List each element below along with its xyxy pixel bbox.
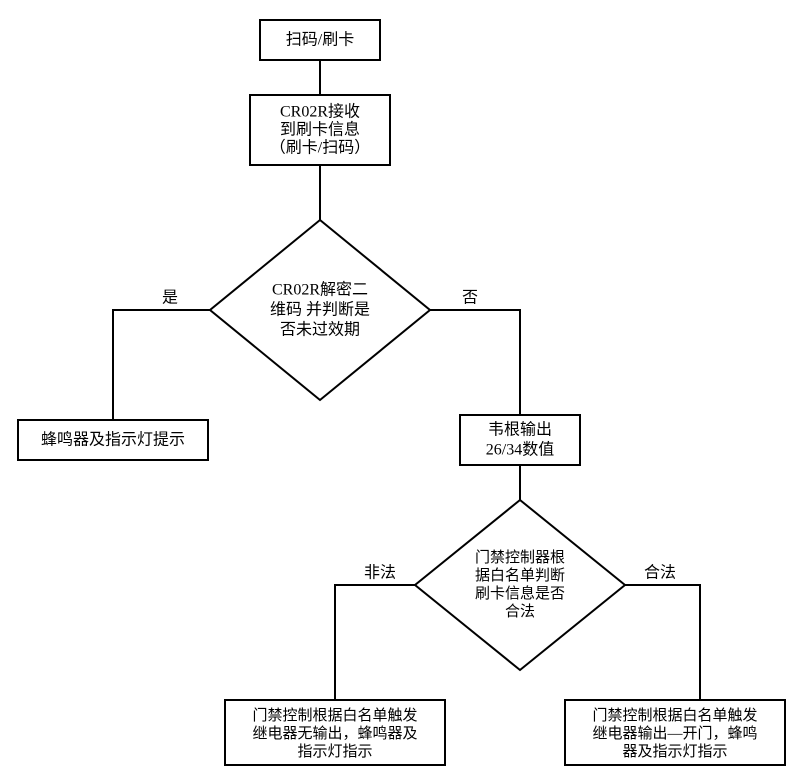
node-decrypt-line2: 维码 并判断是 — [270, 301, 370, 319]
edge-decrypt-yes — [113, 310, 210, 420]
node-wiegand-line1: 韦根输出 — [488, 421, 552, 439]
node-legal-line3: 器及指示灯指示 — [622, 743, 727, 760]
node-controller: 门禁控制器根 据白名单判断 刷卡信息是否 合法 — [415, 500, 625, 670]
node-receive-line3: （刷卡/扫码） — [270, 139, 370, 157]
edge-decrypt-no-label: 否 — [462, 290, 478, 307]
node-controller-line2: 据白名单判断 — [475, 567, 565, 584]
node-illegal-line1: 门禁控制根据白名单触发 — [252, 707, 417, 724]
node-start-text: 扫码/刷卡 — [286, 31, 354, 49]
node-receive-line1: CR02R接收 — [280, 103, 360, 121]
node-legal-line2: 继电器输出—开门，蜂鸣 — [592, 725, 757, 742]
edge-controller-legal — [625, 585, 700, 700]
node-illegal-line2: 继电器无输出，蜂鸣器及 — [252, 725, 417, 742]
node-buzzer: 蜂鸣器及指示灯提示 — [18, 420, 208, 460]
flowchart: 扫码/刷卡 CR02R接收 到刷卡信息 （刷卡/扫码） CR02R解密二 维码 … — [0, 0, 800, 783]
node-controller-line4: 合法 — [505, 603, 535, 620]
edge-controller-illegal — [335, 585, 415, 700]
node-wiegand-line2: 26/34数值 — [486, 441, 554, 459]
node-illegal: 门禁控制根据白名单触发 继电器无输出，蜂鸣器及 指示灯指示 — [225, 700, 445, 765]
edge-controller-illegal-label: 非法 — [364, 564, 396, 582]
node-decrypt-line1: CR02R解密二 — [272, 281, 368, 299]
node-legal-line1: 门禁控制根据白名单触发 — [592, 707, 757, 724]
node-buzzer-text: 蜂鸣器及指示灯提示 — [41, 431, 185, 449]
node-start: 扫码/刷卡 — [260, 20, 380, 60]
edge-decrypt-no — [430, 310, 520, 415]
node-decrypt: CR02R解密二 维码 并判断是 否未过效期 — [210, 220, 430, 400]
node-controller-line1: 门禁控制器根 — [475, 549, 565, 566]
edge-decrypt-yes-label: 是 — [162, 290, 178, 307]
node-controller-line3: 刷卡信息是否 — [475, 585, 565, 602]
node-wiegand: 韦根输出 26/34数值 — [460, 415, 580, 465]
node-decrypt-line3: 否未过效期 — [280, 321, 360, 339]
node-receive-line2: 到刷卡信息 — [280, 121, 360, 139]
node-illegal-line3: 指示灯指示 — [297, 743, 372, 760]
node-receive: CR02R接收 到刷卡信息 （刷卡/扫码） — [250, 95, 390, 165]
node-legal: 门禁控制根据白名单触发 继电器输出—开门，蜂鸣 器及指示灯指示 — [565, 700, 785, 765]
edge-controller-legal-label: 合法 — [644, 564, 676, 582]
